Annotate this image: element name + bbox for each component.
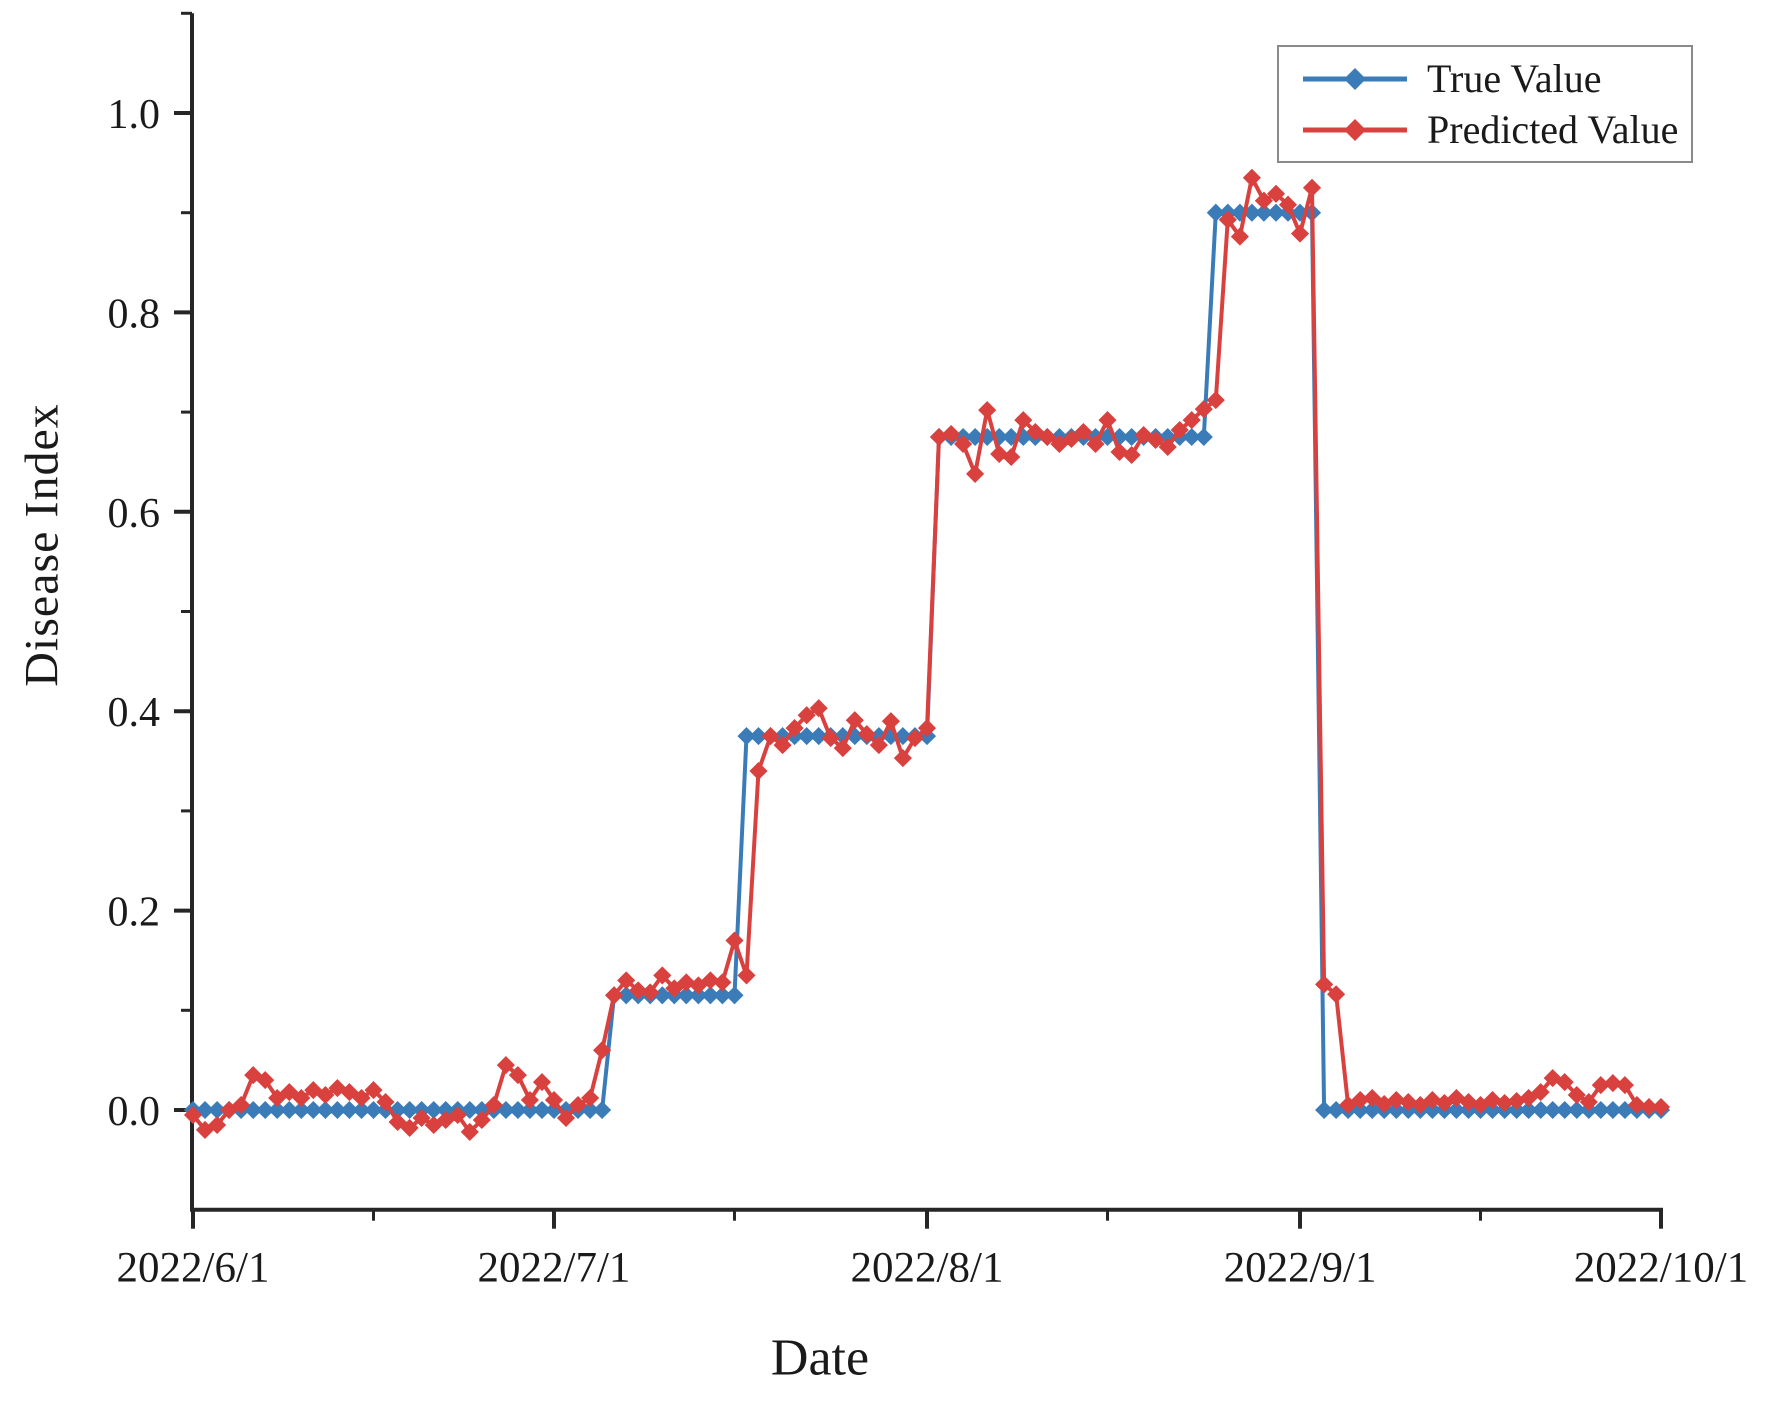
legend-label: Predicted Value <box>1427 106 1679 152</box>
x-tick-label: 2022/7/1 <box>478 1245 631 1292</box>
y-tick-label: 0.8 <box>108 291 161 337</box>
legend-item-true-value: True Value <box>1299 55 1681 101</box>
series-true-value <box>183 203 1671 1120</box>
x-tick-label: 2022/8/1 <box>851 1245 1004 1292</box>
series-predicted-value <box>183 168 1671 1141</box>
legend-label: True Value <box>1427 55 1602 101</box>
y-tick-label: 1.0 <box>108 92 161 138</box>
x-tick-label: 2022/10/1 <box>1574 1245 1748 1292</box>
y-axis-ticks: 0.0 0.2 0.4 0.6 0.8 1.0 <box>108 11 192 1135</box>
chart-legend: True Value Predicted Value <box>1277 45 1693 163</box>
legend-line-marker-icon <box>1303 118 1407 141</box>
legend-line-marker-icon <box>1303 67 1407 90</box>
legend-item-predicted-value: Predicted Value <box>1299 106 1681 152</box>
x-tick-label: 2022/6/1 <box>117 1245 270 1292</box>
y-tick-label: 0.4 <box>108 690 161 736</box>
y-tick-label: 0.2 <box>108 890 161 936</box>
y-tick-label: 0.6 <box>108 491 161 537</box>
data-point-markers <box>183 203 1671 1120</box>
axes <box>190 13 1663 1212</box>
y-axis-title: Disease Index <box>15 403 69 687</box>
x-axis-title: Date <box>770 1329 870 1387</box>
x-axis-ticks: 2022/6/1 2022/7/1 2022/8/1 2022/9/1 2022/10/… <box>117 1209 1748 1292</box>
y-tick-label: 0.0 <box>108 1089 161 1135</box>
x-tick-label: 2022/9/1 <box>1224 1245 1377 1292</box>
data-point-markers <box>183 168 1671 1141</box>
